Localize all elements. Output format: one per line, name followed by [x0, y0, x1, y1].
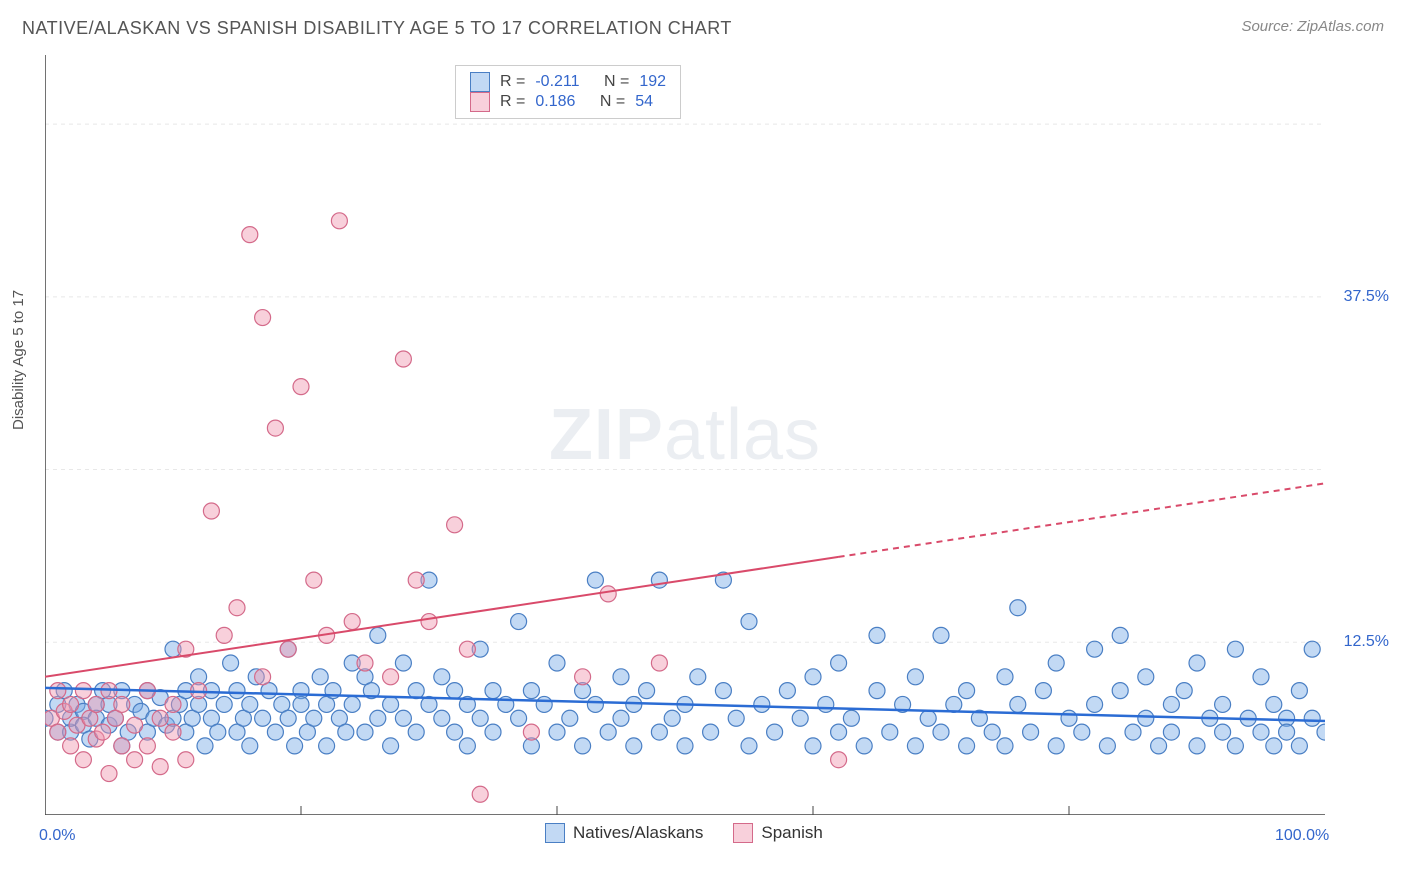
chart-title: NATIVE/ALASKAN VS SPANISH DISABILITY AGE…: [22, 18, 732, 39]
chart-area: ZIPatlas R = -0.211 N = 192 R = 0.186 N …: [45, 55, 1325, 815]
y-tick-label: 12.5%: [1344, 633, 1389, 651]
x-tick-label: 100.0%: [1275, 827, 1329, 845]
y-axis-label: Disability Age 5 to 17: [10, 290, 27, 430]
legend-stats-row-2: R = 0.186 N = 54: [470, 92, 666, 112]
scatter-plot: [45, 55, 1325, 815]
legend-series: Natives/Alaskans Spanish: [545, 823, 823, 843]
swatch-spanish-icon: [733, 823, 753, 843]
swatch-spanish: [470, 92, 490, 112]
y-tick-label: 37.5%: [1344, 288, 1389, 306]
swatch-natives-icon: [545, 823, 565, 843]
legend-item-natives: Natives/Alaskans: [545, 823, 703, 843]
source-text: Source: ZipAtlas.com: [1241, 18, 1384, 35]
header: NATIVE/ALASKAN VS SPANISH DISABILITY AGE…: [0, 0, 1406, 39]
legend-item-spanish: Spanish: [733, 823, 822, 843]
legend-stats: R = -0.211 N = 192 R = 0.186 N = 54: [455, 65, 681, 119]
legend-stats-row-1: R = -0.211 N = 192: [470, 72, 666, 92]
x-tick-label: 0.0%: [39, 827, 75, 845]
swatch-natives: [470, 72, 490, 92]
